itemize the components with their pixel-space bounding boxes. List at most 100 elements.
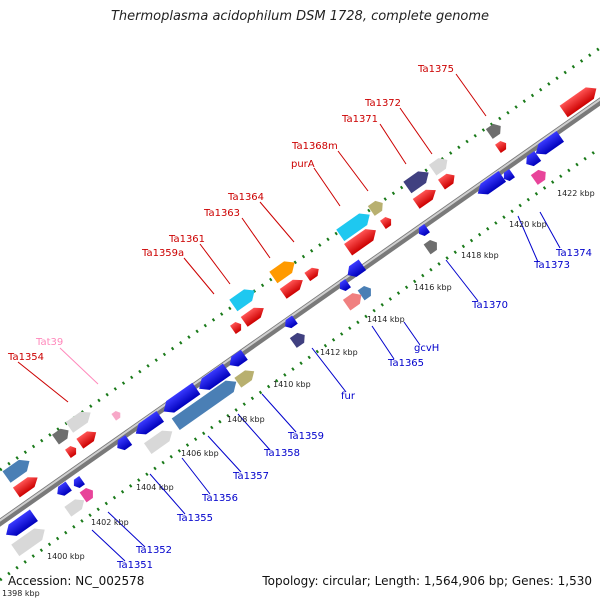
reverse-gene-arrow — [229, 349, 248, 367]
accession-text: Accession: NC_002578 — [8, 574, 145, 588]
gene-label: Ta1370 — [471, 300, 508, 311]
gene-label: Ta1359 — [287, 431, 324, 442]
gene-label: Ta1352 — [135, 545, 172, 556]
reverse-gene-arrow — [117, 435, 133, 451]
callout-line — [241, 217, 271, 259]
callout-lines — [17, 73, 561, 562]
tick-label: 1412 kbp — [320, 348, 358, 357]
tick-label: 1402 kbp — [91, 518, 129, 527]
gene-label: Ta1361 — [168, 234, 205, 245]
reverse-gene-arrow — [347, 259, 367, 277]
forward-guide-line — [0, 46, 600, 472]
tick-label: 1410 kbp — [273, 380, 311, 389]
gene-label: Ta1351 — [116, 560, 153, 571]
gene-label: Ta1372 — [364, 98, 401, 109]
reverse-gene-arrow — [199, 363, 231, 390]
forward-gene-arrow — [52, 428, 69, 445]
callout-line — [199, 243, 231, 285]
callout-line — [313, 167, 341, 207]
callout-line — [311, 347, 347, 393]
forward-gene-arrow — [269, 261, 295, 284]
forward-gene-arrow — [367, 200, 383, 216]
forward-gene-arrow — [234, 370, 255, 388]
forward-gene-labels: Ta1354 Tat39 Ta1359a Ta1361 Ta1363 Ta136… — [7, 64, 454, 363]
gene-label: Ta1355 — [176, 513, 213, 524]
tick-label: 1420 kbp — [509, 220, 547, 229]
callout-line — [371, 325, 395, 360]
reverse-gene-arrow — [285, 315, 298, 329]
callout-line — [107, 511, 146, 548]
callout-line — [183, 257, 215, 295]
tick-label: 1404 kbp — [136, 483, 174, 492]
gene-label: Ta1354 — [7, 352, 44, 363]
tick-label: 1416 kbp — [414, 283, 452, 292]
callout-line — [403, 321, 421, 346]
tick-label: 1400 kbp — [47, 552, 85, 561]
forward-gene-arrow — [380, 217, 392, 229]
map-title: Thermoplasma acidophilum DSM 1728, compl… — [110, 9, 490, 24]
gene-label: Ta1356 — [201, 493, 238, 504]
gene-label: Ta1375 — [417, 64, 454, 75]
gene-label: Ta1371 — [341, 114, 378, 125]
forward-gene-arrow — [143, 430, 173, 454]
forward-gene-arrow — [438, 173, 455, 190]
reverse-gene-arrow — [477, 171, 507, 195]
reverse-gene-arrow — [135, 411, 165, 435]
forward-gene-arrow — [79, 488, 93, 503]
forward-gene-arrow — [357, 286, 371, 301]
forward-gene-arrow — [289, 332, 305, 348]
gene-label: Ta1368m — [291, 141, 338, 152]
callout-line — [207, 435, 242, 473]
reverse-gene-arrow — [57, 481, 72, 496]
gene-label: Ta1374 — [555, 248, 592, 259]
forward-gene-arrow — [428, 158, 448, 176]
forward-gene-arrow — [342, 293, 362, 311]
tick-label: 1418 kbp — [461, 251, 499, 260]
gene-label: Ta1358 — [263, 448, 300, 459]
callout-line — [337, 150, 369, 192]
forward-gene-arrow — [412, 189, 436, 209]
forward-gene-arrow — [485, 123, 501, 139]
forward-gene-arrow — [229, 289, 255, 312]
forward-gene-arrow — [65, 411, 91, 433]
forward-gene-arrow — [2, 459, 30, 483]
reverse-gene-arrow — [339, 279, 351, 291]
tick-label: 1406 kbp — [181, 449, 219, 458]
forward-gene-arrow — [230, 322, 242, 334]
gene-label: Ta1373 — [533, 260, 570, 271]
gene-features — [2, 87, 597, 557]
forward-gene-arrow — [304, 267, 319, 282]
reverse-gene-arrow — [535, 131, 565, 155]
gene-label: gcvH — [414, 343, 439, 354]
reverse-gene-arrow — [6, 509, 38, 536]
forward-gene-arrow — [76, 431, 97, 449]
forward-gene-arrow — [559, 87, 597, 118]
callout-line — [539, 211, 561, 249]
reverse-gene-arrow — [418, 224, 430, 236]
tick-label: 1414 kbp — [367, 315, 405, 324]
forward-gene-arrow — [336, 213, 370, 242]
forward-gene-arrow — [403, 171, 429, 194]
callout-line — [261, 393, 297, 433]
callout-line — [17, 361, 69, 403]
forward-gene-arrow — [423, 240, 437, 255]
forward-gene-arrow — [111, 411, 121, 421]
callout-line — [455, 73, 487, 117]
forward-gene-arrow — [12, 477, 38, 498]
callout-line — [91, 529, 126, 562]
reverse-gene-arrow — [503, 169, 515, 181]
callout-line — [259, 201, 295, 243]
genome-backbone — [0, 97, 600, 527]
callout-line — [237, 413, 271, 451]
callout-line — [445, 259, 479, 302]
callout-line — [399, 107, 433, 155]
genome-backbone-highlight — [0, 98, 600, 522]
tick-label: 1398 kbp — [2, 589, 40, 598]
forward-gene-arrow — [530, 169, 546, 185]
callout-line — [181, 457, 211, 495]
forward-gene-arrow — [171, 380, 237, 431]
gene-label: Ta1363 — [203, 208, 240, 219]
forward-gene-arrow — [64, 499, 85, 517]
gene-label: purA — [291, 159, 315, 170]
